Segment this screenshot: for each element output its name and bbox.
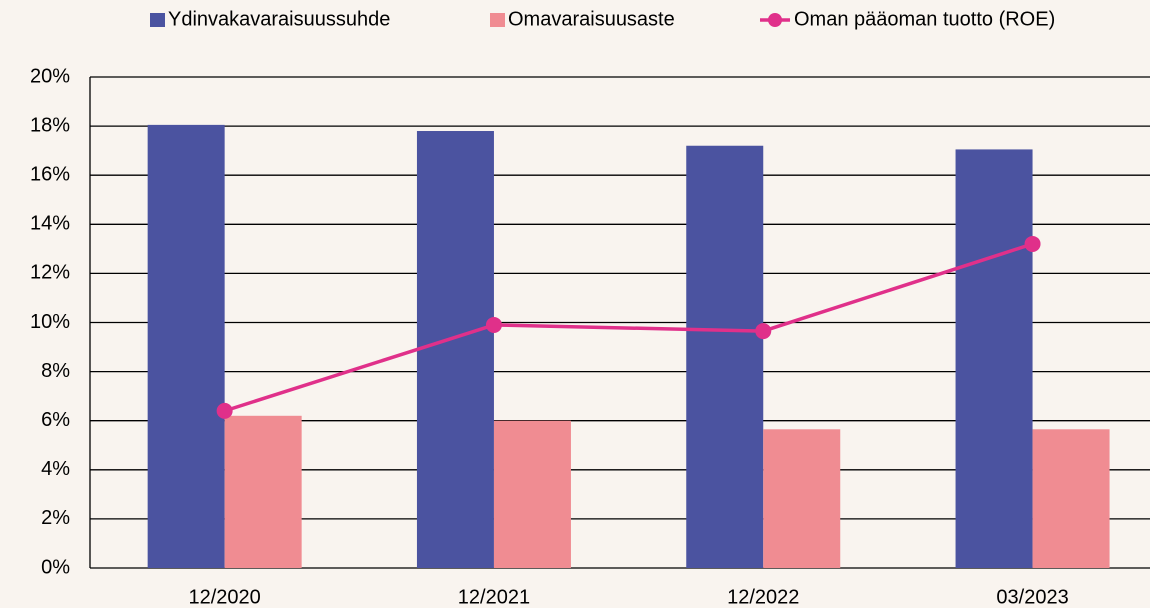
line-marker — [1024, 235, 1041, 252]
x-tick-label: 12/2020 — [189, 586, 261, 608]
bar — [686, 145, 764, 569]
legend-swatch — [768, 13, 782, 27]
y-tick-label: 18% — [30, 114, 70, 136]
legend-label: Ydinvakavaraisuussuhde — [168, 8, 390, 30]
bar — [763, 429, 841, 568]
x-tick-label: 12/2022 — [727, 586, 799, 608]
bar — [493, 420, 571, 568]
legend-swatch — [150, 13, 165, 27]
y-tick-label: 6% — [41, 409, 70, 431]
x-tick-label: 03/2023 — [996, 586, 1068, 608]
legend-label: Oman pääoman tuotto (ROE) — [794, 8, 1055, 30]
legend-label: Omavaraisuusaste — [508, 8, 675, 30]
legend-swatch — [490, 13, 505, 27]
y-tick-label: 0% — [41, 556, 70, 578]
line — [224, 242, 1034, 413]
y-tick-label: 2% — [41, 507, 70, 529]
bar — [416, 131, 494, 568]
y-tick-label: 20% — [30, 65, 70, 87]
x-tick-label: 12/2021 — [458, 586, 530, 608]
bar — [955, 149, 1033, 569]
bar — [147, 124, 225, 568]
bar — [1032, 429, 1110, 568]
y-tick-label: 12% — [30, 262, 70, 284]
y-tick-label: 16% — [30, 163, 70, 185]
y-tick-label: 8% — [41, 360, 70, 382]
y-tick-label: 14% — [30, 213, 70, 235]
y-tick-label: 10% — [30, 311, 70, 333]
line-marker — [755, 323, 772, 340]
line-marker — [485, 316, 502, 333]
bar — [224, 415, 302, 568]
line-marker — [216, 402, 233, 419]
y-tick-label: 4% — [41, 458, 70, 480]
